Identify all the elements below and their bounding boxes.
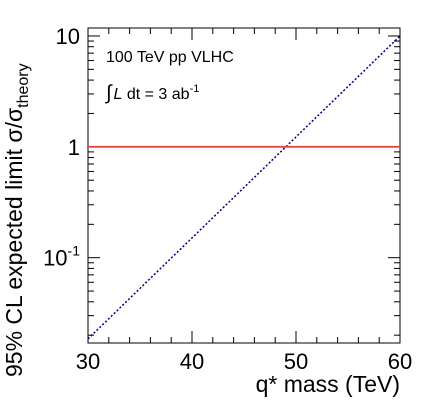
- y-tick-label: 10-1: [43, 243, 80, 271]
- y-tick-label: 1: [68, 135, 80, 160]
- y-tick-label-base: 10: [56, 24, 80, 49]
- y-axis-title-subscript: theory: [15, 63, 32, 107]
- x-tick-label: 50: [284, 349, 308, 374]
- annotation-line2-superscript: -1: [190, 83, 200, 95]
- x-ticks: [87, 28, 401, 343]
- annotation-line1: 100 TeV pp VLHC: [106, 49, 234, 66]
- y-tick-label-base: 10: [43, 246, 67, 271]
- x-tick-label: 40: [180, 349, 204, 374]
- x-tick-label: 30: [76, 349, 100, 374]
- x-axis-title: q* mass (TeV): [256, 371, 400, 397]
- y-axis-title: 95% CL expected limit σ/σtheory: [1, 63, 32, 377]
- series-layer: [87, 35, 401, 340]
- y-minor-ticks: [88, 40, 400, 336]
- plot-frame: [87, 27, 401, 344]
- annotation-line2-text: dt = 3 ab: [122, 86, 189, 103]
- luminosity-symbol: L: [113, 86, 122, 103]
- annotation-line2: ∫ L dt = 3 ab-1: [105, 82, 199, 104]
- y-axis-title-main: 95% CL expected limit σ/σ: [1, 108, 27, 377]
- y-tick-label: 10: [56, 24, 80, 49]
- y-tick-label-base: 1: [68, 135, 80, 160]
- x-tick-label: 60: [388, 349, 412, 374]
- expected-limit-curve: [87, 35, 401, 340]
- x-tick-labels: 30 40 50 60: [76, 349, 412, 374]
- y-tick-label-exponent: -1: [68, 243, 81, 259]
- integral-symbol: ∫: [105, 82, 113, 104]
